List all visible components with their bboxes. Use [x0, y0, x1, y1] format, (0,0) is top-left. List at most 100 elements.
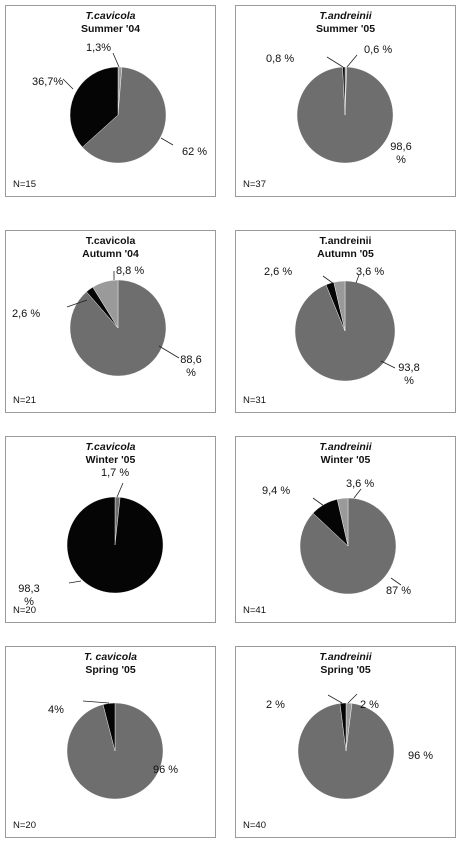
pie-chart	[62, 52, 174, 164]
pie-chart	[66, 700, 164, 800]
species-name: T.andreinii	[319, 10, 372, 22]
slice-data-label: 36,7%	[32, 76, 64, 88]
slice-data-label: 9,4 %	[262, 485, 291, 497]
season-label: Winter '05	[320, 454, 371, 466]
slice-data-label: 8,8 %	[116, 265, 145, 277]
chart-title: T.cavicola Autumn '04	[6, 235, 215, 261]
sample-size-label: N=37	[243, 179, 266, 190]
sample-size-label: N=20	[13, 820, 36, 831]
pie-slice	[337, 497, 349, 547]
leader-line	[158, 345, 180, 359]
season-label: Spring '05	[85, 664, 136, 676]
species-name: T.cavicola	[85, 441, 136, 453]
slice-data-label: 4%	[48, 704, 64, 716]
leader-line	[326, 56, 344, 68]
species-name: T. cavicola	[84, 651, 137, 663]
pie-slice	[339, 702, 347, 752]
leader-line	[353, 488, 362, 499]
pie-panel-t-cavicola-summer-04: T.cavicola Summer '04 N=15 1,3% 62 % 36,7%	[5, 5, 216, 197]
season-label: Summer '05	[315, 23, 376, 35]
slice-data-label: 88,6 %	[180, 354, 202, 379]
chart-title: T. cavicola Spring '05	[6, 651, 215, 677]
slice-data-label: 0,8 %	[266, 53, 295, 65]
leader-line	[346, 54, 358, 68]
leader-line	[322, 275, 335, 285]
pie-chart	[299, 488, 402, 595]
slice-data-label: 0,6 %	[364, 44, 393, 56]
species-name: T.cavicola	[85, 235, 136, 247]
pie-chart	[66, 482, 164, 594]
pie-slice	[102, 702, 116, 752]
leader-line	[68, 580, 82, 584]
season-label: Summer '04	[80, 23, 141, 35]
slice-data-label: 2 %	[266, 699, 285, 711]
slice-data-label: 2,6 %	[264, 266, 293, 278]
leader-line	[116, 482, 124, 498]
pie-panel-t-cavicola-autumn-04: T.cavicola Autumn '04 N=21 88,6 % 2,6 % 8,8 %	[5, 230, 216, 413]
season-label: Spring '05	[320, 664, 371, 676]
pie-chart	[297, 693, 395, 800]
slice-data-label: 3,6 %	[356, 266, 385, 278]
pie-chart	[294, 274, 396, 382]
sample-size-label: N=20	[13, 605, 36, 616]
pie-slice	[333, 280, 346, 332]
pie-panel-t-andreinii-autumn-05: T.andreinii Autumn '05 N=31 93,8 % 2,6 % 3,6 …	[235, 230, 456, 413]
leader-line	[390, 577, 402, 586]
species-name: T.andreinii	[319, 651, 372, 663]
slice-data-label: 98,6 %	[390, 141, 412, 166]
chart-title: T.andreinii Winter '05	[236, 441, 455, 467]
slice-data-label: 96 %	[153, 764, 179, 776]
pie-slice	[296, 66, 394, 164]
species-name: T.andreinii	[319, 235, 372, 247]
pie-panel-t-andreinii-spring-05: T.andreinii Spring '05 N=40 2 % 96 % 2 %	[235, 646, 456, 838]
slice-data-label: 2,6 %	[12, 308, 41, 320]
sample-size-label: N=15	[13, 179, 36, 190]
leader-line	[312, 497, 325, 507]
pie-panel-t-cavicola-spring-05: T. cavicola Spring '05 N=20 96 % 4%	[5, 646, 216, 838]
slice-data-label: 96 %	[408, 750, 434, 762]
pie-slice	[297, 703, 395, 800]
leader-line	[355, 274, 360, 284]
pie-slice	[92, 279, 119, 329]
chart-title: T.andreinii Spring '05	[236, 651, 455, 677]
chart-title: T.cavicola Summer '04	[6, 10, 215, 36]
slice-data-label: 1,3%	[86, 42, 112, 54]
pie-panel-t-andreinii-winter-05: T.andreinii Winter '05 N=41 87 % 9,4 % 3,6 %	[235, 436, 456, 623]
season-label: Autumn '05	[317, 248, 374, 260]
pie-slice	[66, 496, 164, 594]
leader-line	[327, 694, 343, 704]
species-name: T.cavicola	[85, 10, 136, 22]
season-label: Winter '05	[85, 454, 136, 466]
slice-data-label: 62 %	[182, 146, 208, 158]
leader-line	[112, 52, 120, 68]
species-name: T.andreinii	[319, 441, 372, 453]
pie-slice	[66, 702, 164, 800]
pie-panel-t-andreinii-summer-05: T.andreinii Summer '05 N=37 0,6 % 98,6 % 0,8 …	[235, 5, 456, 197]
season-label: Autumn '04	[82, 248, 139, 260]
slice-data-label: 1,7 %	[101, 467, 130, 479]
sample-size-label: N=41	[243, 605, 266, 616]
slice-data-label: 98,3 %	[18, 583, 40, 608]
sample-size-label: N=40	[243, 820, 266, 831]
slice-data-label: 87 %	[386, 585, 412, 597]
chart-title: T.cavicola Winter '05	[6, 441, 215, 467]
leader-line	[82, 700, 110, 704]
leader-line	[380, 360, 396, 369]
slice-data-label: 2 %	[360, 699, 379, 711]
pie-panel-t-cavicola-winter-05: T.cavicola Winter '05 N=20 1,7 % 98,3 %	[5, 436, 216, 623]
chart-title: T.andreinii Autumn '05	[236, 235, 455, 261]
leader-line	[347, 693, 358, 704]
leader-line	[62, 78, 74, 90]
pie-slice	[82, 66, 167, 164]
sample-size-label: N=21	[13, 395, 36, 406]
sample-size-label: N=31	[243, 395, 266, 406]
slice-data-label: 93,8 %	[398, 362, 420, 387]
chart-title: T.andreinii Summer '05	[236, 10, 455, 36]
leader-line	[160, 137, 174, 146]
pie-slice	[69, 279, 167, 377]
slice-data-label: 3,6 %	[346, 478, 375, 490]
leader-line	[66, 299, 88, 308]
pie-chart	[66, 271, 180, 377]
pie-slice	[69, 66, 119, 148]
pie-chart	[296, 54, 394, 164]
